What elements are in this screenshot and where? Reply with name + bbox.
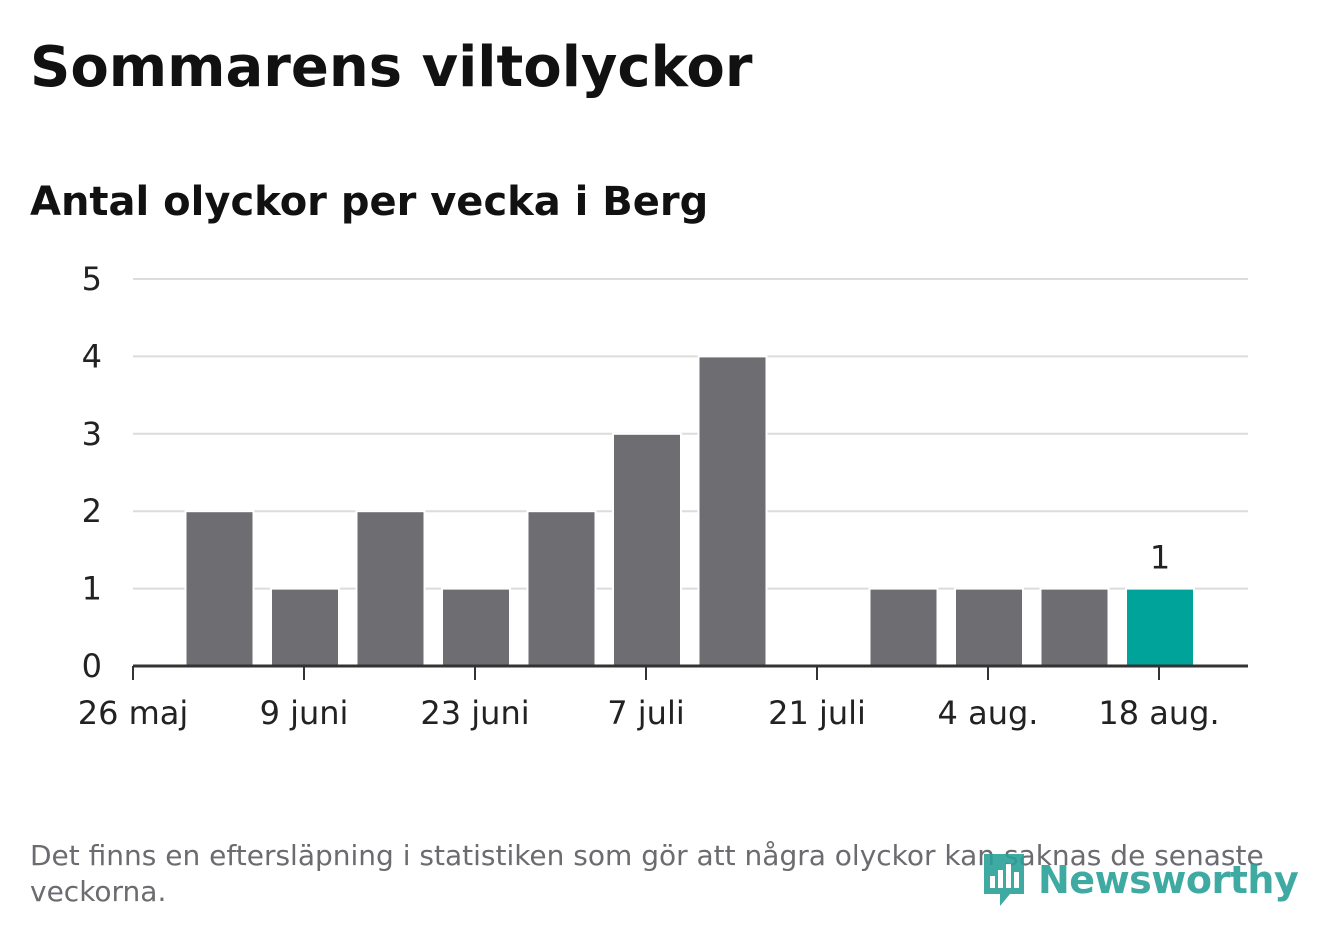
x-tick-label: 23 juni [420,694,529,732]
x-axis-ticks: 26 maj 9 juni 23 juni 7 juli 21 juli 4 aug. 18… [78,666,1220,732]
x-tick-label: 18 aug. [1098,694,1219,732]
y-axis-ticks: 0 1 2 3 4 5 [82,260,102,685]
y-tick-label: 0 [82,647,102,685]
brand-name: Newsworthy [1038,858,1299,902]
bar [954,587,1024,667]
x-tick-label: 4 aug. [938,694,1039,732]
chart-subtitle: Antal olyckor per vecka i Berg [30,179,709,225]
bar [441,587,511,667]
bars [184,355,1195,668]
bar [612,432,682,667]
data-labels: 1 [1150,539,1170,577]
footnote: Det finns en eftersläpning i statistiken… [30,839,1264,908]
bar [270,587,340,667]
bar [868,587,939,667]
y-tick-label: 4 [82,337,102,375]
y-tick-label: 3 [82,415,102,453]
x-tick-label: 9 juni [260,694,349,732]
y-tick-label: 2 [82,492,102,530]
x-tick-label: 7 juli [607,694,684,732]
bar-highlighted [1125,587,1195,667]
x-tick-label: 26 maj [78,694,189,732]
y-tick-label: 5 [82,260,102,298]
brand-logo: Newsworthy [980,848,1299,912]
chart-title: Sommarens viltolyckor [30,35,753,100]
x-tick-label: 21 juli [768,694,866,732]
data-label: 1 [1150,539,1170,577]
bar [697,355,768,667]
grid-lines [133,278,1248,590]
y-tick-label: 1 [82,570,102,608]
bar [184,510,255,668]
newsworthy-logo-icon [984,854,1024,906]
bar [526,510,597,668]
bar [1039,587,1110,667]
bar [355,510,426,668]
